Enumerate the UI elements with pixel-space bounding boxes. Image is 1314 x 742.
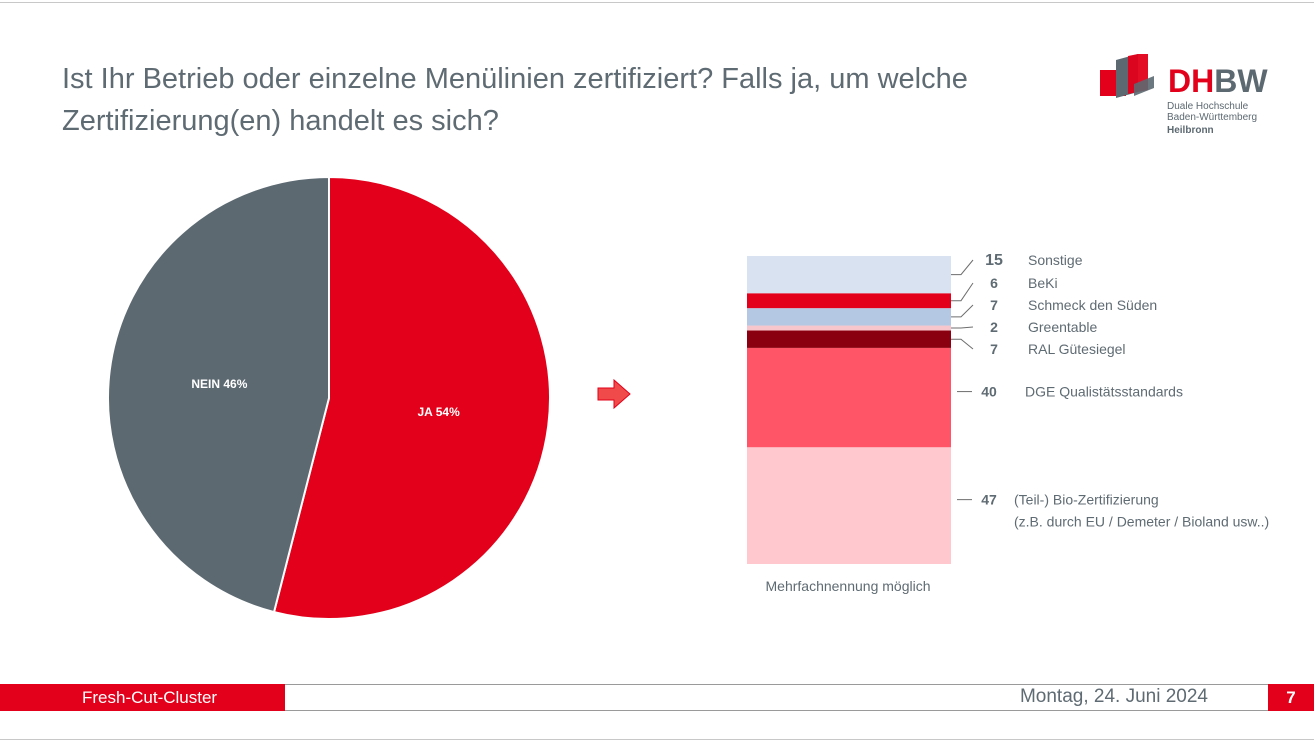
bar-segment-5 bbox=[747, 293, 951, 309]
pie-slice-label-1: NEIN 46% bbox=[191, 377, 247, 391]
bar-label-4: RAL Gütesiegel bbox=[1028, 341, 1126, 357]
footer-date: Montag, 24. Juni 2024 bbox=[1019, 686, 1208, 707]
logo-subtitle: Duale Hochschule Baden-Württemberg Heilb… bbox=[1167, 101, 1257, 136]
multiple-answers-note: Mehrfachnennung möglich bbox=[766, 578, 931, 594]
chart-canvas: JA 54% NEIN 46% 15 Sonstige 6 BeKi 7 Schmeck d… bbox=[107, 175, 1269, 620]
bar-label-5: DGE Qualistätsstandards bbox=[1025, 384, 1183, 400]
bar-value-4: 7 bbox=[990, 341, 998, 357]
bar-label-0: Sonstige bbox=[1028, 252, 1083, 268]
pie-slice-label-0: JA 54% bbox=[418, 405, 461, 419]
logo-wordmark-dh: DH bbox=[1168, 63, 1215, 99]
logo-sub-line-1: Duale Hochschule bbox=[1167, 101, 1249, 112]
logo-mark-icon bbox=[1100, 54, 1154, 98]
bar-label-1: BeKi bbox=[1028, 275, 1058, 291]
bar-value-0: 15 bbox=[985, 252, 1003, 269]
bar-value-2: 7 bbox=[990, 297, 998, 313]
pie-chart: JA 54% NEIN 46% bbox=[107, 175, 551, 620]
bar-segment-0 bbox=[747, 447, 951, 564]
bar-value-6: 47 bbox=[981, 492, 997, 508]
bottom-rule bbox=[0, 739, 1314, 740]
leader-line-0 bbox=[951, 259, 974, 276]
footer-left-bar: Fresh-Cut-Cluster bbox=[0, 684, 285, 711]
logo-wordmark-bw: BW bbox=[1214, 63, 1268, 99]
leader-line-4 bbox=[951, 338, 974, 350]
bar-segment-1 bbox=[747, 347, 951, 448]
right-arrow-icon bbox=[597, 378, 631, 410]
page-number: 7 bbox=[1286, 688, 1296, 707]
leader-line-1 bbox=[951, 282, 974, 302]
stacked-bar-chart: 15 Sonstige 6 BeKi 7 Schmeck den Süden 2 Greent… bbox=[747, 252, 1269, 564]
bar-label-2: Schmeck den Süden bbox=[1028, 297, 1157, 313]
top-rule bbox=[0, 2, 1314, 3]
bar-segment-3 bbox=[747, 325, 951, 331]
bar-segment-6 bbox=[747, 256, 951, 294]
bar-value-3: 2 bbox=[990, 319, 998, 335]
dhbw-logo: DHBW Duale Hochschule Baden-Württemberg … bbox=[1098, 54, 1278, 144]
slide-title: Ist Ihr Betrieb oder einzelne Menülinien… bbox=[62, 58, 1062, 142]
bar-label-3: Greentable bbox=[1028, 319, 1097, 335]
title-line-1: Ist Ihr Betrieb oder einzelne Menülinien… bbox=[62, 63, 968, 95]
logo-city: Heilbronn bbox=[1167, 125, 1214, 136]
leader-line-3 bbox=[951, 326, 974, 329]
leader-line-2 bbox=[951, 304, 974, 318]
logo-wordmark: DHBW bbox=[1168, 64, 1268, 98]
logo-sub-line-2: Baden-Württemberg bbox=[1167, 112, 1258, 123]
bar-segment-4 bbox=[747, 308, 951, 326]
pie-slice-0 bbox=[272, 175, 551, 620]
bar-value-5: 40 bbox=[981, 384, 997, 400]
footer-label: Fresh-Cut-Cluster bbox=[82, 688, 218, 707]
title-line-2: Zertifizierung(en) handelt es sich? bbox=[62, 105, 499, 137]
bar-segment-2 bbox=[747, 330, 951, 348]
footer-rule bbox=[285, 684, 1268, 711]
bar-label-6: (Teil-) Bio-Zertifizierung bbox=[1014, 492, 1159, 508]
bar-label-line2-6: (z.B. durch EU / Demeter / Bioland usw..… bbox=[1014, 514, 1269, 530]
pie-slice-1 bbox=[107, 175, 330, 614]
page-number-box: 7 bbox=[1268, 684, 1314, 711]
bar-value-1: 6 bbox=[990, 275, 998, 291]
